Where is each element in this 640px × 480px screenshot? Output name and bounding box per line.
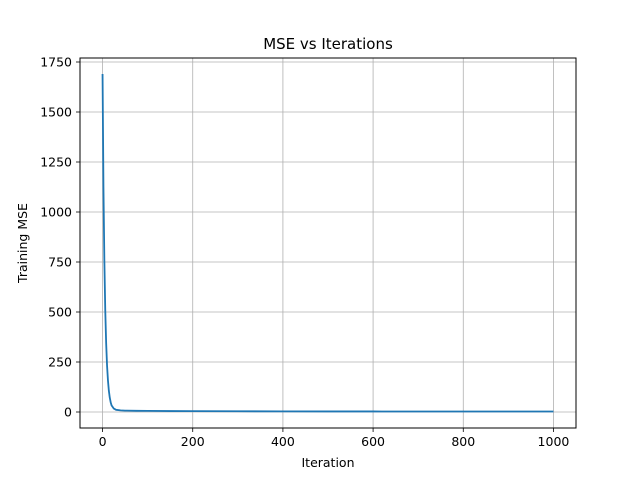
x-tick-label: 200 xyxy=(181,434,205,449)
x-tick-label: 400 xyxy=(271,434,295,449)
x-tick-label: 800 xyxy=(451,434,475,449)
y-tick-label: 500 xyxy=(48,305,72,320)
plot-frame xyxy=(79,57,577,429)
x-tick-label: 600 xyxy=(361,434,385,449)
y-tick-label: 1500 xyxy=(40,105,72,120)
y-tick-label: 750 xyxy=(48,255,72,270)
x-tick-label: 0 xyxy=(99,434,107,449)
y-tick-label: 250 xyxy=(48,355,72,370)
series-line xyxy=(101,73,554,413)
y-axis-label: Training MSE xyxy=(15,203,30,284)
y-tick-label: 1000 xyxy=(40,205,72,220)
y-tick-label: 1750 xyxy=(40,55,72,70)
grid xyxy=(80,58,576,428)
x-axis-label: Iteration xyxy=(301,455,354,470)
chart-title: MSE vs Iterations xyxy=(263,35,393,53)
x-tick-label: 1000 xyxy=(538,434,570,449)
ticks: 0 200 400 600 800 1000 0 250 500 750 1000 1250 1500 1… xyxy=(40,55,569,450)
y-tick-label: 0 xyxy=(64,405,72,420)
series-layer xyxy=(101,73,554,413)
y-tick-label: 1250 xyxy=(40,155,72,170)
